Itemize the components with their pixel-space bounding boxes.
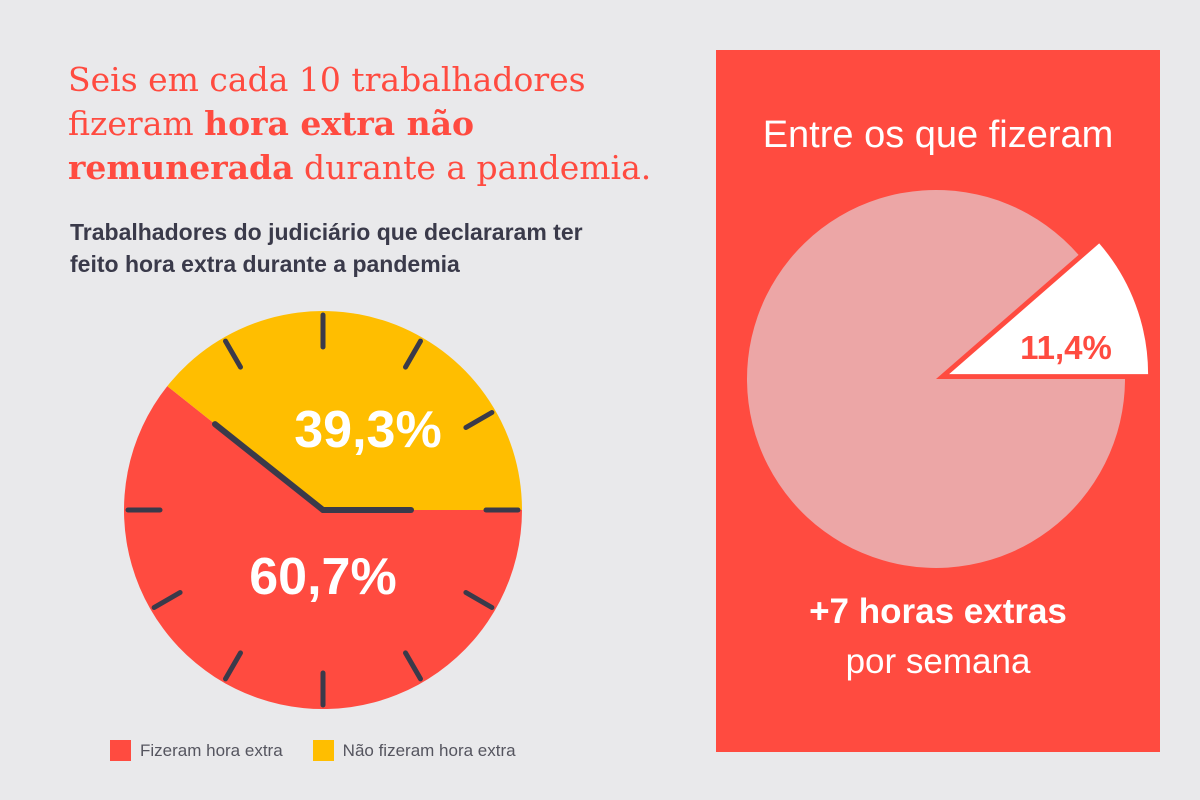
highlight-panel: Entre os que fizeram 11,4% +7 horas extr… xyxy=(716,50,1160,752)
clock-pie-chart: 60,7% 39,3% xyxy=(123,311,523,710)
clock-tick xyxy=(151,590,183,610)
headline-emphasis: hora extra não remunerada xyxy=(68,104,474,187)
pie-slice-fizeram xyxy=(123,386,522,710)
panel-pie-chart: 11,4% xyxy=(747,189,1149,568)
panel-hours-caption: por semana xyxy=(845,642,1031,681)
pie-slice-highlight xyxy=(949,243,1149,375)
legend-swatch-nao-fizeram xyxy=(312,740,334,761)
pie-slice-base xyxy=(747,189,1125,568)
legend-item-nao-fizeram: Não fizeram hora extra xyxy=(312,740,516,761)
chart-legend: Fizeram hora extra Não fizeram hora extr… xyxy=(110,740,516,761)
pie-slice-nao-fizeram xyxy=(167,311,523,510)
headline: Seis em cada 10 trabalhadores fizeram ho… xyxy=(68,58,708,190)
headline-text-end: durante a pandemia. xyxy=(293,148,652,187)
legend-item-fizeram: Fizeram hora extra xyxy=(110,740,283,761)
chart-subtitle: Trabalhadores do judiciário que declarar… xyxy=(70,219,583,277)
clock-tick xyxy=(223,338,243,370)
slice-label-nao-fizeram: 39,3% xyxy=(294,401,441,459)
panel-title: Entre os que fizeram xyxy=(762,114,1114,156)
clock-tick xyxy=(463,410,495,430)
clock-hand-long xyxy=(212,421,326,513)
clock-ticks xyxy=(125,312,521,708)
headline-text: Seis em cada 10 trabalhadores fizeram xyxy=(68,60,586,143)
pie-highlight-label: 11,4% xyxy=(1020,329,1112,366)
clock-slices xyxy=(123,311,523,710)
legend-label-nao-fizeram: Não fizeram hora extra xyxy=(342,740,516,760)
panel-hours-figure: +7 horas extras xyxy=(809,592,1067,631)
clock-tick xyxy=(403,338,423,370)
clock-tick xyxy=(463,590,495,610)
slice-label-fizeram: 60,7% xyxy=(249,548,396,606)
clock-hands xyxy=(212,421,414,513)
clock-tick xyxy=(223,650,243,682)
legend-label-fizeram: Fizeram hora extra xyxy=(140,740,283,760)
legend-swatch-fizeram xyxy=(110,740,131,761)
clock-tick xyxy=(403,650,423,682)
